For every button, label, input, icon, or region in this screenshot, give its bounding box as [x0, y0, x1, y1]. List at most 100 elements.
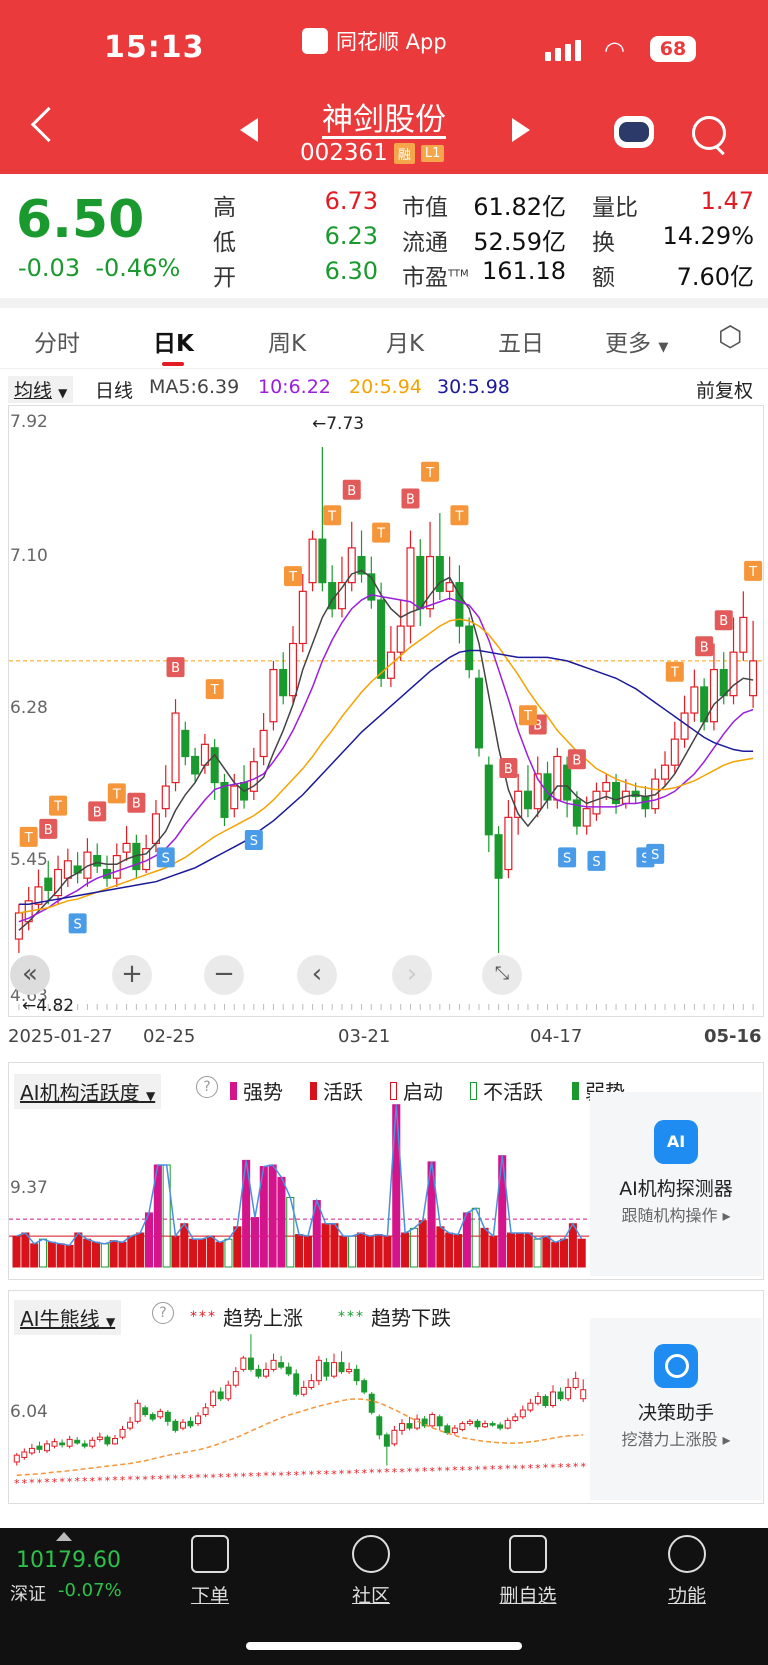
bb-trend-up-dot: *: [195, 1472, 201, 1485]
robot-icon[interactable]: [614, 116, 654, 148]
expand-up-icon[interactable]: [56, 1532, 72, 1541]
signal-label: B: [719, 614, 728, 629]
x-tick-5: 05-16: [704, 1026, 762, 1047]
bb-trend-up-dot: *: [331, 1468, 337, 1481]
candle-body: [572, 799, 581, 827]
vr-label: 量比: [592, 195, 638, 221]
fullscreen-icon[interactable]: ⤡: [482, 955, 522, 995]
zoom-out-button[interactable]: −: [204, 955, 244, 995]
bb-candle-body: [466, 1420, 473, 1425]
ma10-value: 10:6.22: [258, 376, 331, 398]
signal-label: S: [592, 855, 600, 870]
legend-label: 趋势下跌: [371, 1306, 451, 1330]
tab-intraday[interactable]: 分时: [34, 331, 80, 357]
candle-body: [592, 790, 601, 815]
tab-more[interactable]: 更多 ▼: [605, 324, 668, 358]
activity-bar: [383, 1235, 392, 1268]
candle-body: [719, 668, 728, 697]
nav-order[interactable]: 下单: [170, 1535, 250, 1608]
activity-bar: [454, 1234, 463, 1268]
bb-trend-up-dot: *: [467, 1464, 473, 1477]
bb-candle-body: [414, 1418, 421, 1429]
tab-five-day[interactable]: 五日: [498, 331, 544, 357]
stock-title[interactable]: 神剑股份: [322, 102, 446, 138]
activity-bar: [339, 1235, 348, 1268]
ai-activity-selector[interactable]: AI机构活跃度 ▼: [14, 1074, 162, 1109]
back-icon[interactable]: [30, 106, 67, 143]
wifi-icon: ◠: [604, 36, 625, 64]
bb-candle-body: [398, 1423, 405, 1431]
bb-trend-up-dot: *: [29, 1477, 35, 1490]
bb-candle-body: [278, 1362, 285, 1368]
signal-icon: [545, 40, 581, 61]
activity-bar: [189, 1238, 198, 1268]
signal-label: B: [93, 805, 102, 820]
pe-ttm: TTM: [448, 268, 469, 280]
ai-bullbear-selector[interactable]: AI牛熊线 ▼: [14, 1300, 122, 1335]
signal-label: B: [347, 484, 356, 499]
activity-bar: [418, 1220, 427, 1268]
change-value: -0.03: [18, 254, 81, 282]
signal-b-marker: [714, 610, 733, 631]
bb-trend-up-dot: *: [475, 1464, 481, 1477]
menu-icon: [668, 1535, 706, 1573]
signal-b-marker: [401, 488, 420, 509]
adjust-mode[interactable]: 前复权: [696, 380, 754, 402]
nav-functions[interactable]: 功能: [647, 1535, 727, 1608]
decision-helper-sub: 挖潜力上涨股 ▸: [621, 1430, 731, 1449]
candle-body: [533, 773, 542, 810]
bb-trend-up-dot: *: [158, 1473, 164, 1486]
candle-body: [729, 651, 738, 697]
bb-candle-body: [172, 1420, 179, 1431]
collapse-left-icon[interactable]: «: [10, 955, 50, 995]
help-icon[interactable]: ?: [196, 1076, 218, 1098]
nav-order-label: 下单: [190, 1585, 229, 1607]
bb-candle-body: [527, 1402, 534, 1411]
ma-selector[interactable]: 均线 ▼: [8, 376, 74, 403]
bb-trend-up-dot: *: [407, 1466, 413, 1479]
signal-t-marker: [205, 679, 224, 700]
zoom-in-button[interactable]: +: [112, 955, 152, 995]
low-value: 6.23: [324, 222, 378, 250]
activity-bar: [303, 1235, 312, 1268]
candle-body: [445, 582, 454, 592]
candle-body: [220, 781, 229, 818]
activity-bar: [392, 1104, 401, 1268]
search-icon[interactable]: [692, 116, 726, 150]
signal-label: T: [425, 466, 434, 481]
decision-helper-icon: [654, 1344, 698, 1388]
activity-bar: [38, 1238, 48, 1268]
nav-remove-watch[interactable]: 删自选: [488, 1535, 568, 1608]
index-value[interactable]: 10179.60: [16, 1548, 121, 1573]
scroll-right-button[interactable]: ›: [392, 955, 432, 995]
change-pct: -0.46%: [95, 254, 181, 282]
caret-down-icon: ▼: [58, 386, 68, 400]
candle-body: [54, 868, 63, 897]
bb-candle-body: [300, 1386, 307, 1395]
activity-svg: [9, 1104, 589, 1268]
bb-candle-body: [285, 1366, 292, 1375]
amount-label: 额: [592, 265, 615, 291]
candle-body: [308, 538, 317, 584]
ai-detector-card[interactable]: AI AI机构探测器 跟随机构操作 ▸: [590, 1092, 762, 1276]
candle-body: [34, 886, 43, 905]
activity-bar: [401, 1232, 410, 1268]
tab-monthly[interactable]: 月K: [386, 331, 425, 357]
settings-hex-icon[interactable]: ⬡: [718, 320, 743, 353]
level-tag: L1: [420, 144, 445, 162]
signal-label: B: [406, 492, 415, 507]
help-icon[interactable]: ?: [152, 1302, 174, 1324]
bb-trend-up-dot: *: [346, 1467, 352, 1480]
bb-trend-up-dot: *: [59, 1476, 65, 1489]
candle-body: [749, 660, 758, 697]
nav-community[interactable]: 社区: [331, 1535, 411, 1608]
activity-bar: [533, 1238, 542, 1268]
next-stock-icon[interactable]: [512, 118, 530, 142]
signal-b-marker: [39, 818, 58, 839]
tab-daily[interactable]: 日K: [153, 331, 194, 357]
scroll-left-button[interactable]: ‹: [297, 955, 337, 995]
tab-weekly[interactable]: 周K: [268, 331, 307, 357]
prev-stock-icon[interactable]: [240, 118, 258, 142]
decision-helper-card[interactable]: 决策助手 挖潜力上涨股 ▸: [590, 1318, 762, 1500]
